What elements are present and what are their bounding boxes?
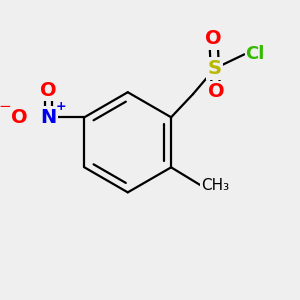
- Text: O: O: [40, 81, 57, 100]
- Text: −: −: [0, 99, 11, 114]
- Text: CH₃: CH₃: [201, 178, 229, 193]
- Text: S: S: [208, 59, 222, 78]
- Text: O: O: [208, 82, 224, 101]
- Text: +: +: [56, 100, 66, 113]
- Text: N: N: [40, 108, 57, 127]
- Text: O: O: [205, 29, 222, 49]
- Text: Cl: Cl: [246, 45, 265, 63]
- Text: O: O: [11, 108, 27, 127]
